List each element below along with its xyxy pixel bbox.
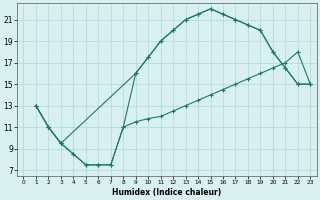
X-axis label: Humidex (Indice chaleur): Humidex (Indice chaleur): [112, 188, 221, 197]
